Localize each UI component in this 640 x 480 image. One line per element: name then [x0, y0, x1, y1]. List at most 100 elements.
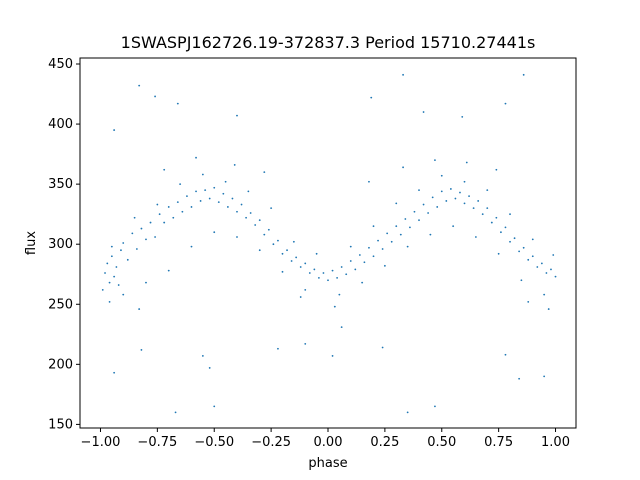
- data-point: [281, 270, 284, 273]
- data-point: [120, 249, 122, 252]
- data-point: [213, 231, 216, 234]
- data-point: [233, 164, 236, 166]
- data-point: [454, 197, 457, 200]
- data-point: [545, 272, 548, 274]
- data-point: [436, 206, 439, 208]
- data-point: [513, 237, 516, 240]
- data-point: [313, 268, 316, 271]
- data-point: [263, 171, 266, 174]
- data-point: [163, 221, 166, 224]
- data-point: [481, 213, 484, 216]
- data-point: [154, 236, 156, 238]
- data-point: [108, 281, 111, 284]
- data-point: [461, 115, 464, 118]
- y-tick-label: 200: [48, 357, 73, 372]
- data-point: [317, 276, 320, 279]
- data-point: [331, 269, 334, 272]
- data-point: [322, 272, 325, 274]
- data-point: [520, 279, 523, 282]
- data-point: [468, 195, 470, 198]
- data-point: [377, 239, 379, 242]
- data-point: [527, 300, 530, 303]
- data-point: [201, 355, 204, 357]
- data-point: [117, 284, 120, 286]
- x-axis-label: phase: [308, 456, 347, 471]
- data-point: [158, 213, 161, 216]
- data-point: [113, 371, 116, 374]
- data-point: [349, 245, 352, 248]
- data-point: [217, 201, 220, 204]
- data-point: [167, 269, 170, 272]
- y-tick-label: 350: [48, 177, 73, 192]
- data-point: [167, 206, 170, 208]
- data-point: [463, 202, 466, 205]
- data-point: [140, 227, 143, 230]
- data-point: [522, 246, 525, 249]
- data-point: [249, 212, 252, 214]
- data-point: [395, 202, 398, 205]
- data-point: [190, 206, 193, 208]
- data-point: [463, 180, 466, 183]
- data-point: [247, 190, 250, 193]
- data-point: [413, 210, 416, 213]
- data-point: [418, 219, 420, 222]
- data-point: [477, 200, 480, 202]
- data-point: [395, 225, 398, 228]
- data-point: [349, 260, 352, 262]
- data-point: [240, 203, 243, 206]
- data-point: [181, 210, 184, 213]
- y-tick-label: 400: [48, 117, 73, 132]
- data-point: [358, 254, 361, 256]
- data-point: [172, 216, 175, 219]
- data-point: [361, 281, 364, 284]
- data-point: [543, 375, 546, 378]
- data-point: [531, 255, 534, 258]
- data-point: [540, 262, 543, 265]
- data-point: [399, 233, 402, 236]
- data-point: [138, 308, 141, 310]
- data-point: [186, 195, 188, 198]
- x-tick-label: −1.00: [81, 435, 121, 450]
- x-tick-label: 0.25: [370, 435, 399, 450]
- data-point: [449, 188, 452, 190]
- data-point: [504, 102, 507, 105]
- data-point: [445, 200, 448, 202]
- chart-title: 1SWASPJ162726.19-372837.3 Period 15710.2…: [121, 33, 536, 52]
- x-tick-label: 0.75: [484, 435, 513, 450]
- data-point: [345, 273, 348, 276]
- data-point: [226, 206, 229, 208]
- data-point: [459, 191, 461, 194]
- axes-frame: [79, 57, 577, 429]
- data-point: [372, 225, 375, 228]
- data-point: [386, 232, 389, 235]
- data-point: [406, 411, 409, 414]
- data-point: [500, 231, 502, 234]
- data-point: [422, 203, 425, 206]
- data-point: [156, 203, 159, 206]
- data-point: [299, 266, 302, 268]
- data-point: [258, 219, 261, 222]
- x-tick-label: −0.50: [194, 435, 234, 450]
- data-point: [126, 258, 129, 261]
- data-point: [106, 262, 109, 265]
- data-point: [195, 156, 197, 159]
- data-point: [110, 245, 113, 248]
- data-point: [504, 353, 507, 356]
- data-point: [315, 252, 318, 255]
- data-point: [201, 173, 204, 176]
- data-point: [497, 252, 500, 255]
- data-point: [486, 207, 489, 210]
- data-point: [390, 240, 393, 243]
- data-point: [290, 260, 293, 262]
- data-point: [292, 240, 295, 243]
- data-point: [270, 207, 273, 210]
- data-point: [115, 266, 118, 268]
- data-point: [509, 213, 511, 216]
- x-tick-label: −0.75: [137, 435, 177, 450]
- data-point: [254, 224, 257, 226]
- x-tick-label: 1.00: [541, 435, 570, 450]
- data-point: [213, 405, 216, 408]
- data-point: [434, 159, 436, 162]
- y-axis-ticks: 150 200 250 300 350 400 450: [48, 57, 80, 432]
